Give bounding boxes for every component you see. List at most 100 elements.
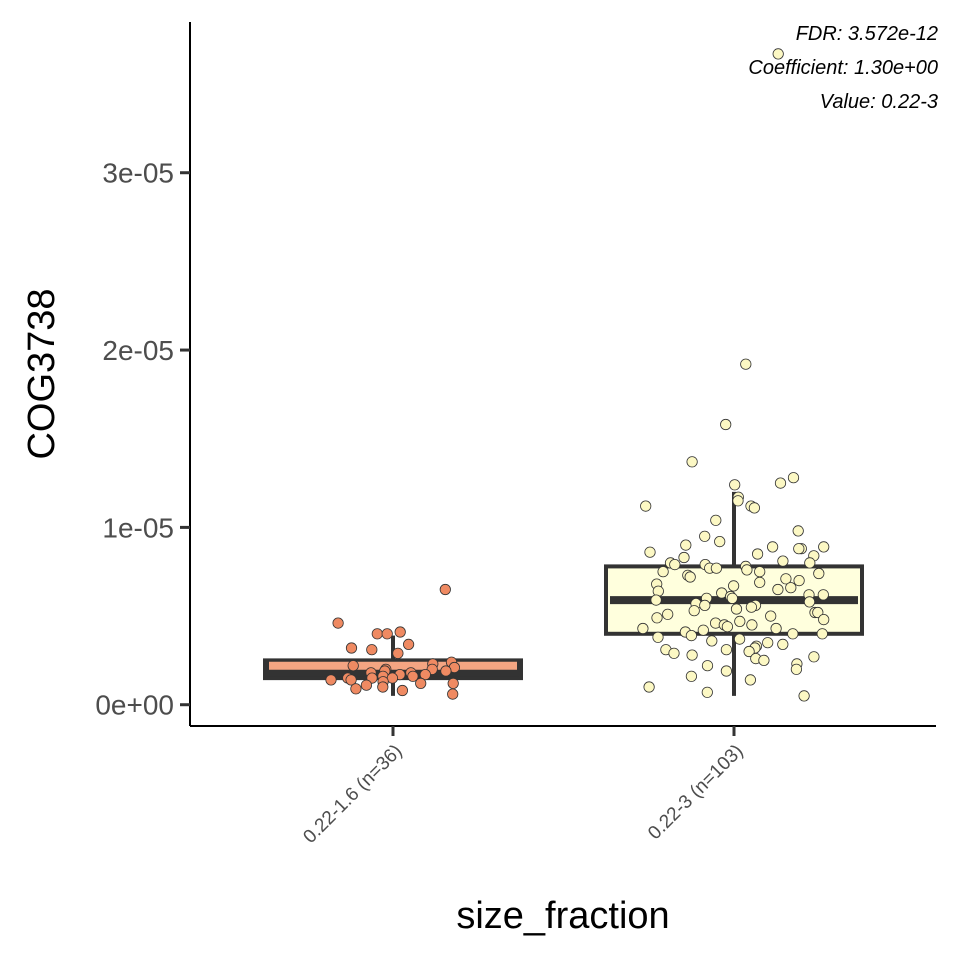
data-point	[751, 548, 764, 560]
data-point	[701, 660, 714, 672]
data-point	[345, 674, 357, 686]
data-point	[787, 628, 799, 640]
data-point	[804, 557, 816, 569]
data-point	[710, 562, 723, 574]
data-point	[772, 48, 784, 60]
data-point	[325, 674, 337, 686]
data-point	[668, 647, 680, 659]
data-point	[792, 525, 804, 537]
data-point	[785, 582, 797, 594]
data-point	[754, 576, 766, 589]
data-point	[644, 546, 656, 558]
data-point	[780, 573, 792, 585]
stat-annotation: Value: 0.22-3	[820, 91, 938, 113]
data-point	[765, 610, 777, 622]
data-point	[720, 665, 733, 677]
data-point	[798, 690, 810, 702]
data-point	[813, 567, 825, 580]
data-point	[816, 628, 828, 640]
data-point	[803, 596, 816, 608]
data-point	[415, 677, 427, 690]
data-point	[818, 613, 830, 626]
data-point	[345, 642, 358, 654]
data-point	[685, 629, 698, 642]
data-point	[732, 495, 744, 507]
y-tick-label: 1e-05	[102, 512, 174, 543]
data-point	[744, 674, 757, 686]
plot-layer	[263, 48, 864, 702]
data-point	[790, 663, 803, 675]
data-point	[745, 601, 758, 613]
data-point	[772, 583, 784, 596]
data-point	[377, 681, 389, 693]
data-point	[396, 684, 408, 697]
data-point	[360, 679, 372, 691]
data-point	[699, 530, 711, 542]
data-point	[720, 418, 732, 431]
data-point	[662, 608, 674, 620]
data-point	[787, 472, 800, 484]
data-point	[440, 665, 452, 677]
x-tick-label: 0.22-3 (n=103)	[644, 741, 747, 844]
data-point	[650, 594, 662, 606]
data-point	[686, 456, 698, 468]
data-point	[720, 644, 733, 656]
data-point	[402, 638, 415, 651]
data-point	[651, 612, 663, 624]
data-point	[419, 668, 431, 681]
data-point	[652, 631, 664, 643]
points-group	[325, 583, 460, 700]
data-point	[746, 619, 758, 631]
data-point	[386, 672, 398, 684]
data-point	[701, 686, 713, 698]
data-point	[733, 633, 746, 645]
data-point	[684, 571, 696, 583]
data-point	[730, 603, 743, 615]
data-point	[726, 592, 738, 604]
data-point	[818, 541, 830, 553]
data-point	[447, 677, 459, 690]
data-point	[407, 670, 419, 682]
data-point	[699, 599, 711, 612]
data-point	[371, 628, 383, 640]
data-point	[808, 651, 820, 663]
data-point	[766, 541, 779, 553]
x-axis-ticks: 0.22-1.6 (n=36) 0.22-3 (n=103)	[299, 726, 748, 848]
data-point	[748, 502, 761, 514]
y-tick-label: 2e-05	[102, 335, 174, 366]
data-point	[637, 622, 649, 635]
data-point	[743, 645, 755, 658]
data-point	[678, 551, 690, 564]
y-axis-title: COG3738	[21, 288, 63, 459]
data-point	[447, 688, 459, 700]
data-point	[347, 660, 359, 672]
data-point	[777, 638, 789, 651]
data-point	[777, 555, 789, 567]
data-point	[774, 477, 787, 489]
stat-annotation: Coefficient: 1.30e+00	[748, 57, 938, 79]
y-tick-label: 0e+00	[95, 690, 174, 721]
data-point	[714, 535, 726, 548]
data-point	[740, 358, 752, 370]
data-point	[754, 566, 766, 578]
data-point	[394, 626, 406, 638]
data-point	[758, 654, 770, 667]
y-axis-ticks: 0e+00 1e-05 2e-05 3e-05	[95, 158, 190, 721]
x-axis-title: size_fraction	[456, 895, 669, 937]
data-point	[657, 566, 669, 578]
data-point	[793, 543, 805, 555]
data-point	[817, 589, 829, 601]
data-point	[706, 635, 718, 647]
data-point	[366, 644, 378, 656]
data-point	[680, 539, 692, 551]
data-point	[643, 681, 655, 693]
data-point	[793, 574, 805, 587]
data-point	[762, 637, 774, 649]
data-point	[439, 583, 451, 596]
data-point	[721, 621, 734, 633]
y-tick-label: 3e-05	[102, 158, 174, 189]
data-point	[734, 615, 746, 628]
data-point	[332, 617, 344, 629]
